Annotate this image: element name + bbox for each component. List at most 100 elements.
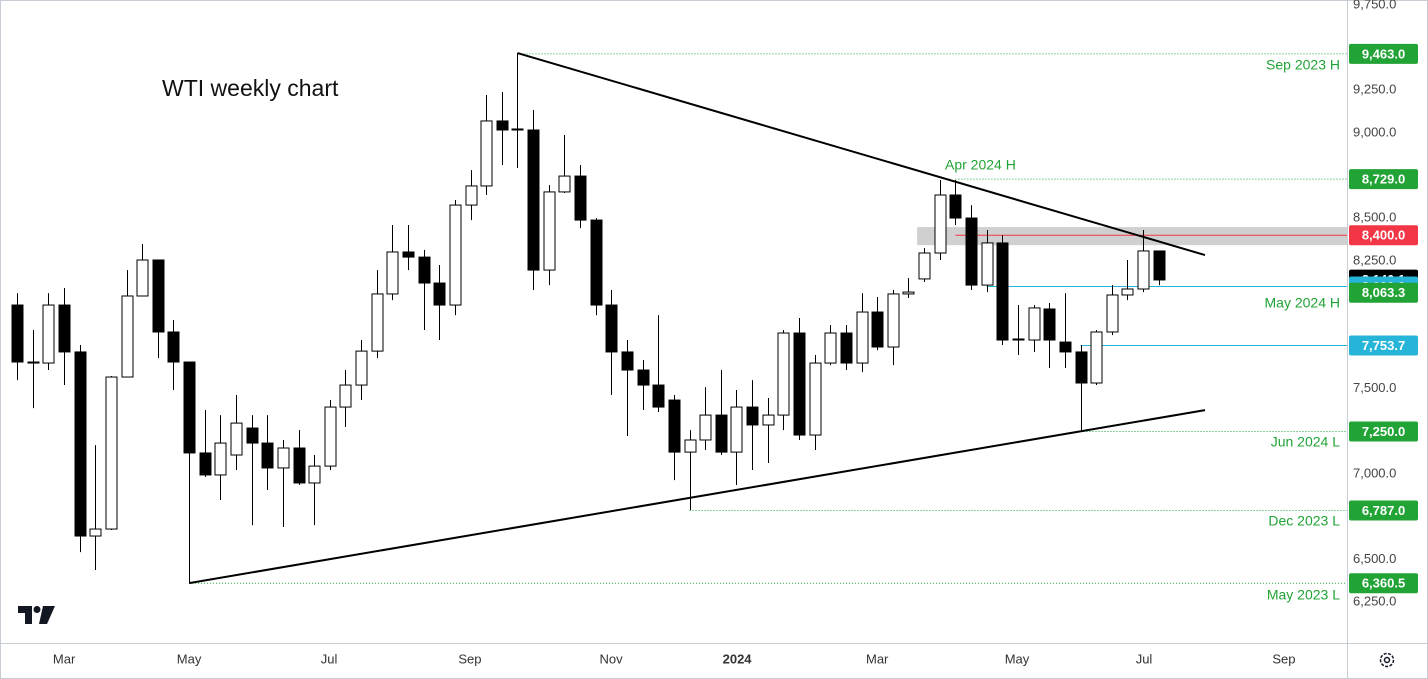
- logo: [18, 606, 55, 624]
- x-tick-label: 2024: [723, 651, 753, 666]
- x-tick-label: May: [1005, 651, 1030, 666]
- x-tick-label: Sep: [458, 651, 481, 666]
- candle-body: [637, 369, 650, 386]
- candle-body: [465, 185, 478, 206]
- logo-part: [18, 606, 32, 624]
- candle-body: [918, 252, 931, 280]
- gear-center[interactable]: [1383, 656, 1391, 664]
- candle-body: [1090, 331, 1103, 384]
- candle-body: [558, 175, 571, 193]
- price-label-box: [1349, 573, 1418, 594]
- annotation: Apr 2024 H: [945, 157, 1016, 173]
- candle-body: [621, 351, 634, 371]
- candle-body: [261, 442, 274, 469]
- candle-body: [27, 361, 40, 364]
- price-label: 6,787.0: [1362, 503, 1405, 518]
- y-tick-label: 7,000.0: [1353, 466, 1396, 481]
- plot: [11, 52, 1347, 585]
- candle-body: [1106, 294, 1119, 333]
- price-label: 8,729.0: [1362, 172, 1405, 187]
- candle-body: [1012, 338, 1025, 341]
- logo-part: [39, 606, 55, 624]
- candle-body: [246, 427, 259, 444]
- price-label: 6,360.5: [1362, 576, 1405, 591]
- annotation: Jun 2024 L: [1271, 434, 1340, 450]
- candle-body: [684, 439, 697, 453]
- price-label: 8,400.0: [1362, 228, 1405, 243]
- candle-body: [590, 219, 603, 306]
- candle-body: [793, 332, 806, 436]
- logo-part: [33, 606, 41, 613]
- candle-body: [74, 351, 87, 537]
- candle-body: [42, 304, 55, 364]
- candle-body: [840, 332, 853, 364]
- candle-body: [996, 242, 1009, 341]
- candle-body: [105, 376, 118, 530]
- price-label-box: [1349, 500, 1418, 521]
- candle-body: [11, 304, 24, 363]
- candle-body: [371, 293, 384, 352]
- price-label-box: [1349, 225, 1418, 246]
- candle-body: [762, 414, 775, 426]
- candle-body: [277, 447, 290, 469]
- candle-body: [1153, 250, 1166, 281]
- y-tick-label: 8,500.0: [1353, 210, 1396, 225]
- annotation: May 2023 L: [1267, 587, 1340, 603]
- price-label-box: [1349, 421, 1418, 442]
- candle-body: [136, 259, 149, 297]
- annotation: May 2024 H: [1265, 295, 1340, 311]
- y-tick-label: 6,250.0: [1353, 593, 1396, 608]
- candle-body: [214, 442, 227, 476]
- trend-line: [188, 409, 1206, 585]
- candle-body: [668, 399, 681, 453]
- candle-body: [230, 422, 243, 456]
- price-label: 7,250.0: [1362, 424, 1405, 439]
- candle-body: [511, 128, 524, 131]
- candle-body: [1137, 250, 1150, 290]
- y-tick-label: 6,500.0: [1353, 551, 1396, 566]
- candle-body: [121, 295, 134, 378]
- settings-icon[interactable]: [1379, 652, 1395, 668]
- candle-body: [730, 406, 743, 453]
- candle-body: [386, 251, 399, 295]
- candle-body: [308, 465, 321, 484]
- candle-body: [449, 204, 462, 306]
- price-label: 9,463.0: [1362, 46, 1405, 61]
- candle-body: [809, 362, 822, 436]
- trend-line: [517, 52, 1206, 257]
- candle-body: [402, 251, 415, 258]
- price-label: 8,063.3: [1362, 285, 1405, 300]
- candle-body: [167, 331, 180, 363]
- candle-body: [418, 256, 431, 284]
- candle-body: [949, 194, 962, 219]
- candle-body: [433, 282, 446, 306]
- y-tick-label: 9,750.0: [1353, 0, 1396, 11]
- candle-body: [293, 447, 306, 484]
- candle-body: [934, 194, 947, 254]
- candle-body: [1028, 307, 1041, 341]
- candle-body: [1059, 341, 1072, 353]
- candle-body: [496, 120, 509, 131]
- y-tick-label: 9,000.0: [1353, 124, 1396, 139]
- price-label-box: [1349, 335, 1418, 356]
- candle-body: [339, 384, 352, 408]
- y-tick-label: 8,250.0: [1353, 252, 1396, 267]
- candle-body: [152, 259, 165, 333]
- price-label: 7,753.7: [1362, 338, 1405, 353]
- annotation: Dec 2023 L: [1268, 513, 1340, 529]
- price-label-box: [1349, 282, 1418, 303]
- candle-body: [699, 414, 712, 441]
- candle-body: [1121, 288, 1134, 296]
- y-tick-label: 9,250.0: [1353, 82, 1396, 97]
- candle-body: [480, 120, 493, 187]
- x-tick-label: Jul: [1136, 651, 1153, 666]
- candle-body: [543, 191, 556, 271]
- resistance-zone: [917, 227, 1347, 246]
- candle-body: [965, 217, 978, 286]
- price-label-box: [1349, 169, 1418, 190]
- annotation: Sep 2023 H: [1266, 57, 1340, 73]
- gear[interactable]: [1379, 652, 1395, 668]
- candle-body: [652, 384, 665, 408]
